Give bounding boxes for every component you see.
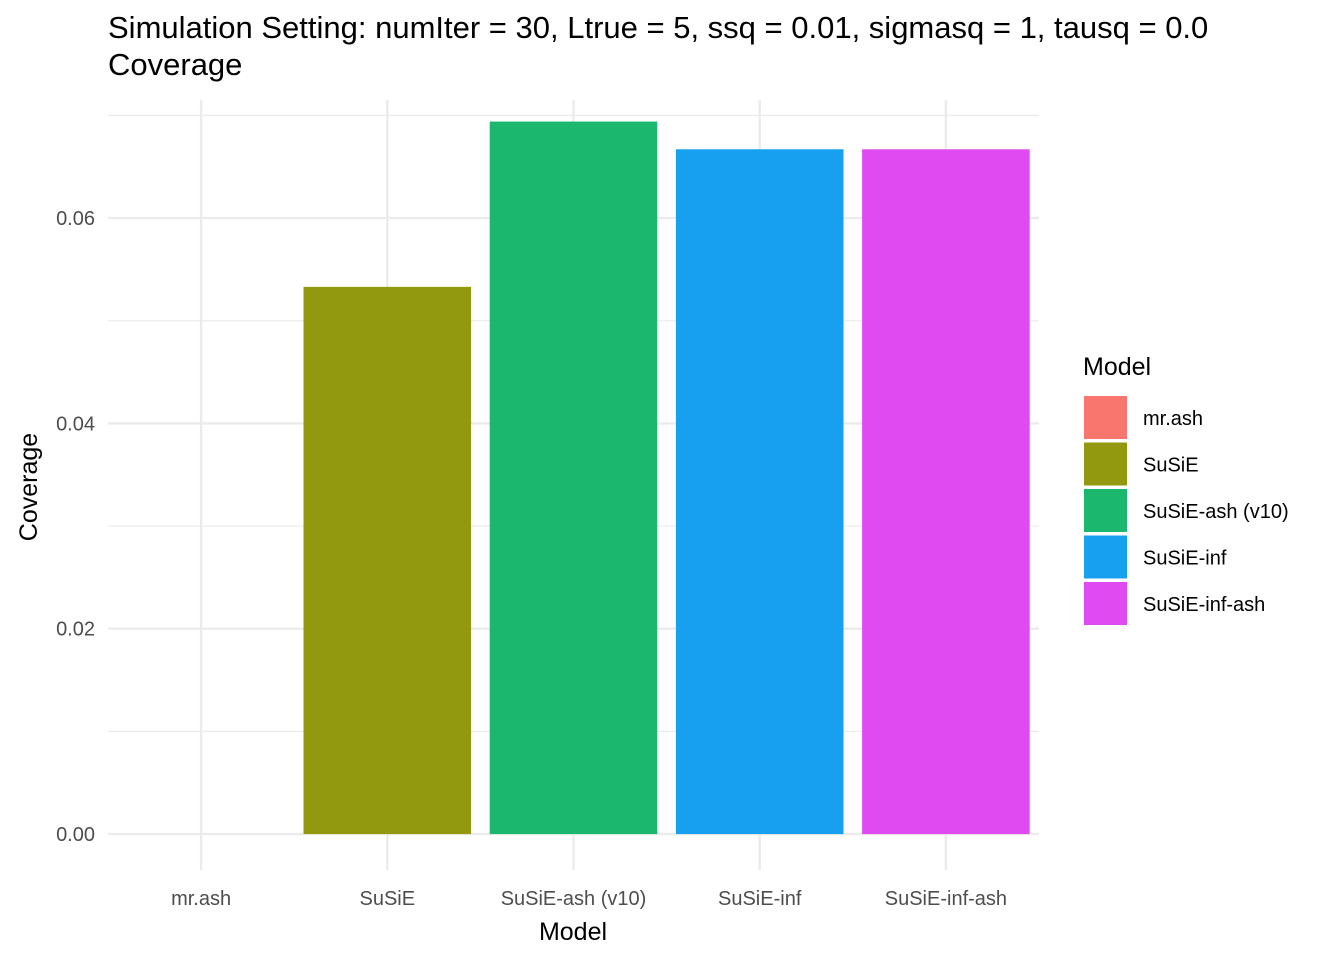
x-axis-title: Model bbox=[539, 918, 607, 946]
legend: Model mr.ash SuSiE SuSiE-ash (v10) SuSiE-in… bbox=[1083, 353, 1289, 625]
chart-subtitle: Coverage bbox=[108, 47, 243, 82]
x-tick-label: SuSiE bbox=[360, 888, 416, 910]
legend-swatch bbox=[1084, 535, 1127, 579]
legend-items: mr.ash SuSiE SuSiE-ash (v10) SuSiE-inf SuSiE… bbox=[1084, 396, 1289, 625]
legend-swatch bbox=[1084, 582, 1127, 625]
bar-susie-inf bbox=[675, 149, 844, 835]
legend-label: mr.ash bbox=[1143, 408, 1203, 430]
y-axis-title: Coverage bbox=[15, 433, 43, 541]
x-tick-label: mr.ash bbox=[171, 888, 231, 910]
chart-title: Simulation Setting: numIter = 30, Ltrue … bbox=[108, 10, 1209, 45]
x-tick-label: SuSiE-ash (v10) bbox=[501, 888, 647, 910]
bar-susie bbox=[303, 286, 472, 835]
y-tick-label: 0.06 bbox=[56, 208, 95, 230]
bar-susie-ash-v10 bbox=[489, 121, 658, 835]
y-tick-label: 0.04 bbox=[56, 413, 95, 435]
legend-title: Model bbox=[1083, 353, 1151, 381]
y-tick-label: 0.00 bbox=[56, 824, 95, 846]
x-axis-ticks: mr.ash SuSiE SuSiE-ash (v10) SuSiE-inf SuSiE… bbox=[171, 888, 1007, 910]
x-tick-label: SuSiE-inf bbox=[718, 888, 802, 910]
legend-label: SuSiE-inf bbox=[1143, 548, 1227, 570]
x-tick-label: SuSiE-inf-ash bbox=[885, 888, 1007, 910]
bar-susie-inf-ash bbox=[862, 149, 1030, 835]
y-axis-ticks: 0.00 0.02 0.04 0.06 bbox=[56, 208, 95, 846]
legend-label: SuSiE-inf-ash bbox=[1143, 594, 1265, 616]
y-tick-label: 0.02 bbox=[56, 619, 95, 641]
legend-swatch bbox=[1084, 442, 1127, 486]
bars bbox=[303, 121, 1030, 835]
legend-swatch bbox=[1084, 489, 1127, 532]
legend-label: SuSiE-ash (v10) bbox=[1143, 501, 1289, 523]
legend-swatch bbox=[1084, 396, 1127, 439]
legend-label: SuSiE bbox=[1143, 455, 1199, 477]
